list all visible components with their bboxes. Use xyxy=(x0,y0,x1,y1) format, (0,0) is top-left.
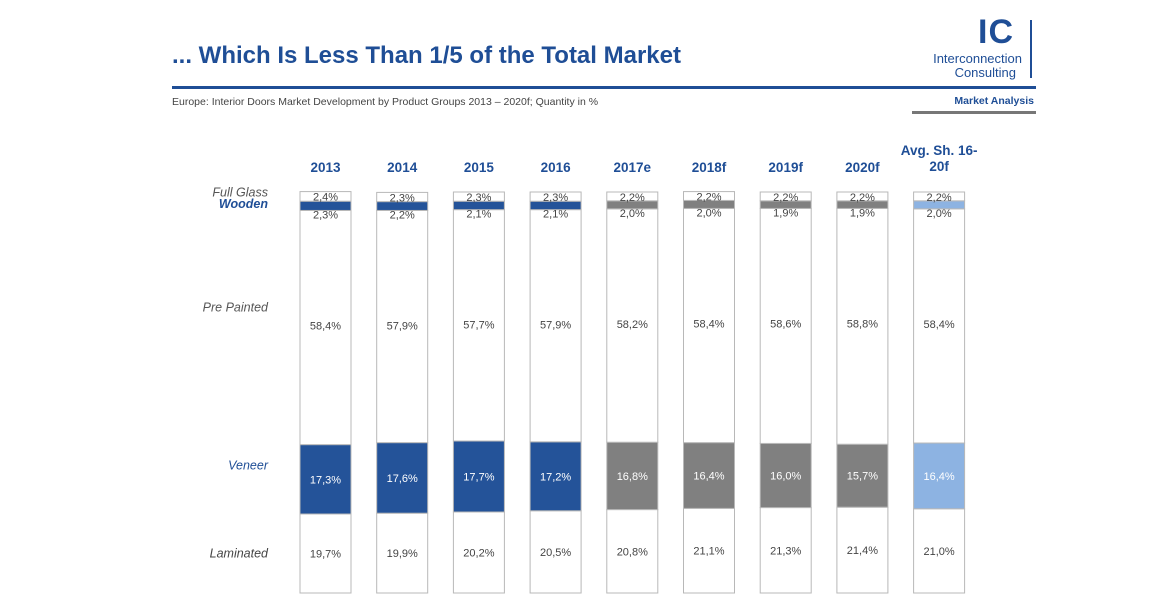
data-label: 2,3% xyxy=(543,192,568,204)
data-label: 2,0% xyxy=(927,208,952,220)
category-label: 2013 xyxy=(310,160,341,175)
category-label: 2017e xyxy=(614,160,652,175)
series-label-laminated: Laminated xyxy=(210,547,269,561)
data-label: 2,2% xyxy=(773,192,798,204)
data-label: 2,2% xyxy=(390,209,415,221)
category-label: 2016 xyxy=(541,160,572,175)
company-logo-subname: Consulting xyxy=(954,65,1016,80)
data-label: 2,1% xyxy=(466,209,491,221)
bar-segment xyxy=(299,209,352,446)
data-label: 58,6% xyxy=(770,318,801,330)
bar-segment xyxy=(913,191,966,202)
logo-divider xyxy=(1030,20,1032,78)
bar-segment xyxy=(376,191,429,203)
data-label: 2,2% xyxy=(620,192,645,204)
bar-segment xyxy=(529,191,582,202)
data-label: 57,9% xyxy=(387,320,418,332)
category-label: 2019f xyxy=(768,160,803,175)
series-label-veneer: Veneer xyxy=(228,458,269,472)
bar-segment xyxy=(452,511,505,594)
data-label: 21,1% xyxy=(693,546,724,558)
bar-segment xyxy=(836,191,889,202)
data-label: 58,2% xyxy=(617,319,648,331)
data-label: 58,4% xyxy=(923,319,954,331)
category-label: 2020f xyxy=(845,160,880,175)
bar-segment xyxy=(683,191,735,201)
data-label: 2,1% xyxy=(543,209,568,221)
data-label: 19,7% xyxy=(310,549,341,561)
data-label: 15,7% xyxy=(847,471,878,483)
company-logo-mark: IC xyxy=(978,13,1014,51)
data-label: 1,9% xyxy=(773,207,798,219)
data-label: 58,8% xyxy=(847,318,878,330)
data-label: 20,8% xyxy=(617,546,648,558)
bar-segment xyxy=(759,207,812,444)
bar-segment xyxy=(836,506,889,594)
bar-segment xyxy=(759,442,812,509)
section-tag: Market Analysis xyxy=(954,95,1034,107)
bar-segment xyxy=(606,191,659,202)
data-label: 16,4% xyxy=(923,471,954,483)
bar-segment xyxy=(683,442,735,509)
bar-segment xyxy=(452,209,505,442)
data-label: 2,0% xyxy=(696,207,721,219)
series-label-wooden: Wooden xyxy=(219,197,268,211)
data-label: 21,3% xyxy=(770,545,801,557)
data-label: 57,9% xyxy=(540,320,571,332)
bar-segment xyxy=(759,507,812,594)
section-tag-underline xyxy=(912,111,1036,114)
bar-segment xyxy=(606,208,659,443)
data-label: 2,2% xyxy=(696,192,721,204)
bar-segment xyxy=(913,508,966,594)
series-label-full-glass: Full Glass xyxy=(212,185,268,199)
bar-segment xyxy=(376,209,429,444)
data-label: 16,8% xyxy=(617,471,648,483)
data-label: 20,5% xyxy=(540,547,571,559)
data-label: 2,3% xyxy=(466,192,491,204)
data-label: 19,9% xyxy=(387,548,418,560)
data-label: 17,3% xyxy=(310,474,341,486)
bar-segment xyxy=(759,191,812,202)
data-label: 20,2% xyxy=(463,547,494,559)
data-label: 17,2% xyxy=(540,471,571,483)
bar-segment xyxy=(299,513,352,594)
title-underline xyxy=(172,86,1036,89)
chart-subtitle: Europe: Interior Doors Market Developmen… xyxy=(172,96,599,108)
data-label: 2,2% xyxy=(850,192,875,204)
bar-segment xyxy=(376,512,429,594)
category-label: 2014 xyxy=(387,160,418,175)
bar-segment xyxy=(683,507,735,594)
data-label: 2,3% xyxy=(313,209,338,221)
bar-segment xyxy=(606,509,659,594)
series-label-pre-painted: Pre Painted xyxy=(203,301,269,315)
data-label: 16,0% xyxy=(770,471,801,483)
data-label: 17,6% xyxy=(387,473,418,485)
company-logo-name: Interconnection xyxy=(933,51,1022,66)
data-label: 2,4% xyxy=(313,192,338,204)
data-label: 2,2% xyxy=(927,192,952,204)
bar-segment xyxy=(606,441,659,511)
data-label: 21,0% xyxy=(923,546,954,558)
category-label: Avg. Sh. 16-20f xyxy=(901,143,978,174)
data-label: 16,4% xyxy=(693,471,724,483)
data-label: 2,0% xyxy=(620,208,645,220)
bar-segment xyxy=(376,442,429,514)
data-label: 58,4% xyxy=(310,320,341,332)
page-title: ... Which Is Less Than 1/5 of the Total … xyxy=(172,42,681,69)
bar-segment xyxy=(299,444,352,515)
data-label: 17,7% xyxy=(463,472,494,484)
bar-segment xyxy=(299,191,352,202)
data-label: 57,7% xyxy=(463,320,494,332)
data-label: 58,4% xyxy=(693,318,724,330)
data-label: 1,9% xyxy=(850,207,875,219)
category-label: 2018f xyxy=(692,160,727,175)
data-label: 2,3% xyxy=(390,192,415,204)
bar-segment xyxy=(452,191,505,202)
bar-segment xyxy=(913,442,966,510)
category-label: 2015 xyxy=(464,160,495,175)
data-label: 21,4% xyxy=(847,545,878,557)
